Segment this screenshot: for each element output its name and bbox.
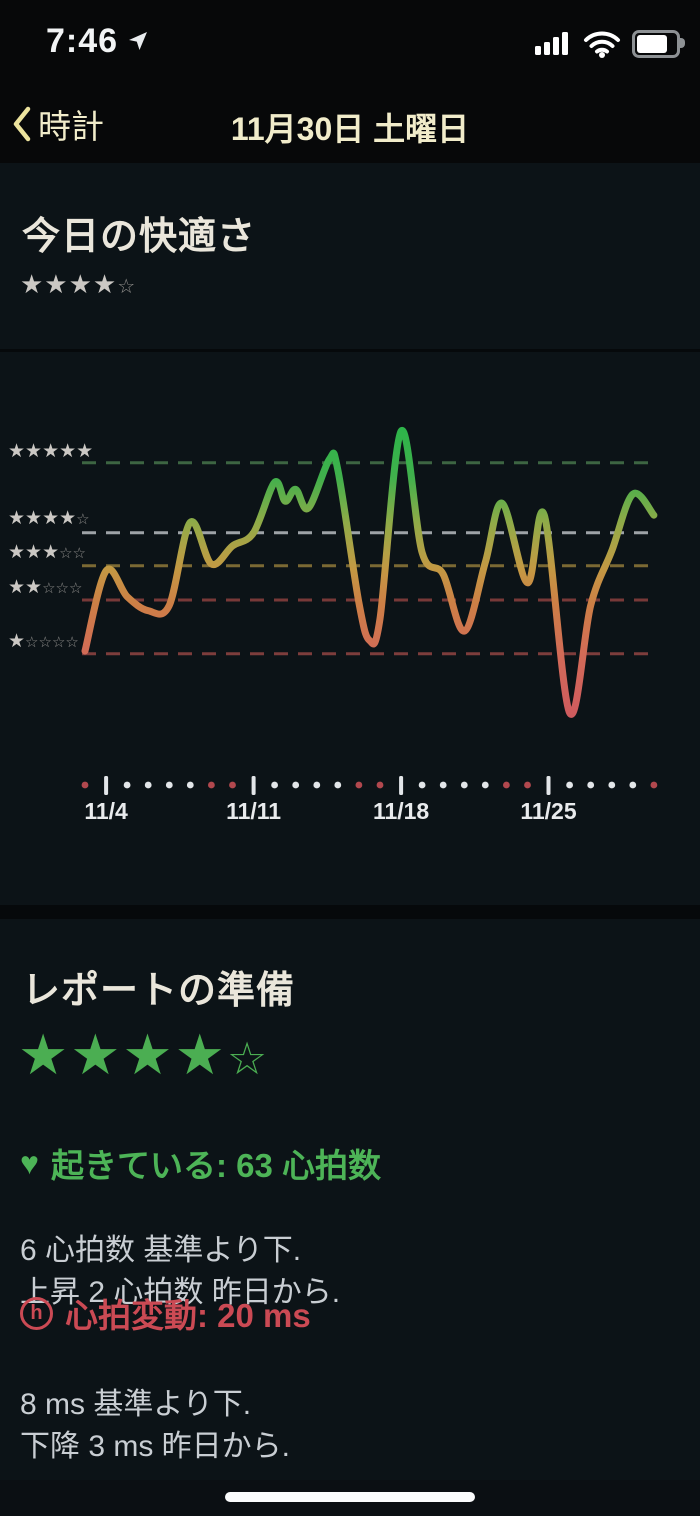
back-chevron-icon	[13, 106, 31, 142]
cellular-signal-icon	[535, 32, 568, 55]
x-tick-dot	[418, 781, 426, 789]
x-tick-dot	[165, 781, 173, 789]
x-tick-dot	[271, 781, 278, 789]
today-stars-filled: ★★★★	[20, 269, 118, 299]
x-tick-dot	[334, 781, 342, 789]
x-tick-dot	[460, 781, 468, 789]
x-tick-bar	[399, 776, 404, 795]
x-tick-dot	[144, 781, 152, 789]
y-axis-star-label-1: ★☆☆☆☆	[8, 631, 79, 652]
nav-title: 11月30日 土曜日	[230, 111, 470, 147]
comfort-curve	[81, 427, 658, 718]
home-indicator-zone	[0, 1480, 700, 1516]
status-bar-right-icons	[535, 30, 685, 58]
hrv-stat: h 心拍変動: 20 ms	[20, 1289, 311, 1337]
status-and-nav-zone: 7:46	[0, 0, 700, 163]
x-tick-dot	[123, 781, 131, 789]
x-tick-dot	[355, 781, 363, 789]
awake-hr-detail-1: 6 心拍数 基準より下.	[20, 1234, 302, 1267]
x-tick-dot	[503, 781, 510, 789]
x-tick-dot	[566, 781, 573, 789]
awake-heart-rate-stat: ♥ 起きている: 63 心拍数	[20, 1139, 381, 1187]
x-tick-dot	[376, 781, 384, 789]
today-stars-empty: ☆	[117, 276, 137, 298]
battery-fill	[637, 35, 667, 53]
hrv-headline: 心拍変動: 20 ms	[65, 1297, 311, 1334]
x-tick-label: 11/18	[373, 798, 429, 824]
back-button[interactable]: 時計	[12, 100, 104, 148]
report-title: レポートの準備	[22, 970, 296, 1012]
y-axis-star-label-2: ★★☆☆☆	[8, 577, 83, 598]
report-card: レポートの準備 ★★★★☆ ♥ 起きている: 63 心拍数 6 心拍数 基準より…	[0, 919, 700, 1480]
back-button-label: 時計	[38, 108, 104, 145]
x-tick-dot	[313, 781, 321, 789]
battery-nub	[680, 38, 685, 48]
home-indicator[interactable]	[225, 1492, 475, 1502]
x-tick-dot	[208, 781, 215, 789]
comfort-line-chart: 11/4 11/11 11/18 11/25	[81, 427, 658, 824]
today-comfort-card: 今日の快適さ ★★★★☆	[0, 163, 700, 349]
report-rating-stars: ★★★★☆	[18, 1023, 269, 1091]
x-tick-dot	[608, 781, 616, 789]
heart-icon: ♥	[20, 1145, 39, 1181]
x-tick-dot	[629, 781, 637, 789]
x-tick-bar	[251, 776, 256, 795]
hrv-detail-2: 下降 3 ms 昨日から.	[20, 1430, 291, 1463]
x-tick-dot	[481, 781, 489, 789]
x-tick-label: 11/4	[84, 798, 128, 824]
location-arrow-icon	[129, 32, 147, 50]
report-stars-filled: ★★★★	[18, 1023, 227, 1086]
x-tick-dot	[587, 781, 595, 789]
x-tick-dot	[229, 781, 236, 789]
report-stars-empty: ☆	[226, 1033, 270, 1084]
today-comfort-title: 今日の快適さ	[22, 216, 257, 258]
battery-icon	[632, 30, 685, 58]
wifi-icon	[584, 31, 620, 58]
today-rating-stars: ★★★★☆	[20, 269, 136, 300]
x-tick-dot	[524, 781, 531, 789]
x-tick-bar	[546, 776, 551, 795]
x-tick-dot	[81, 781, 89, 789]
x-tick-dot	[292, 781, 300, 789]
hrv-detail-1: 8 ms 基準より下.	[20, 1388, 252, 1421]
awake-hr-detail-2: 上昇 2 心拍数 昨日から.	[20, 1276, 341, 1309]
hrv-circle-icon: h	[20, 1296, 53, 1330]
x-tick-bar	[104, 776, 109, 795]
x-tick-dot	[650, 781, 658, 789]
x-tick-label: 11/25	[520, 798, 576, 824]
x-tick-dot	[186, 781, 194, 789]
y-axis-star-label-3: ★★★☆☆	[8, 542, 87, 563]
x-tick-label: 11/11	[226, 798, 281, 824]
y-axis-star-label-4: ★★★★☆	[8, 508, 90, 529]
clock-time: 7:46	[46, 22, 119, 60]
awake-heart-rate-headline: 起きている: 63 心拍数	[51, 1147, 382, 1184]
comfort-chart-card[interactable]: ★★★★★ ★★★★☆ ★★★☆☆ ★★☆☆☆ ★☆☆☆☆ 11/4 11/11 11/18…	[0, 352, 700, 905]
x-tick-dot	[439, 781, 447, 789]
y-axis-star-label-5: ★★★★★	[8, 441, 94, 462]
